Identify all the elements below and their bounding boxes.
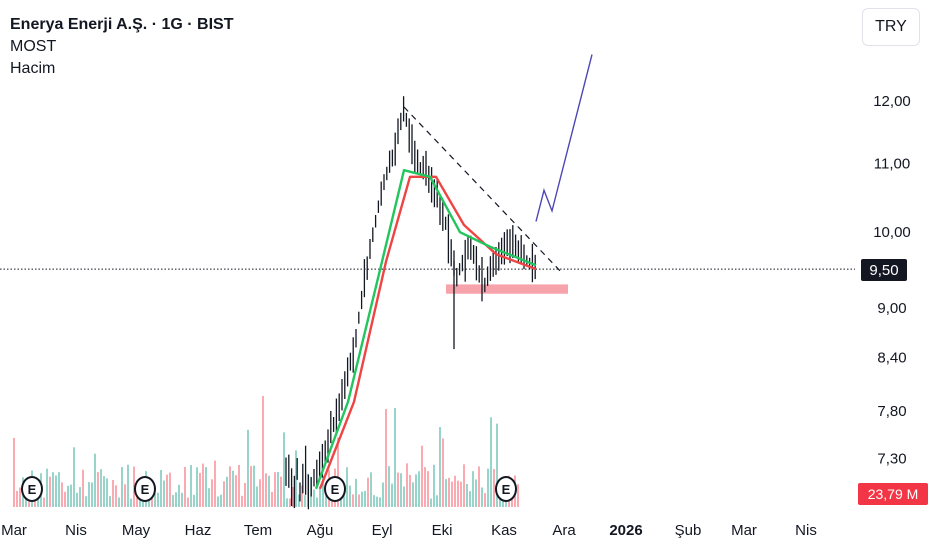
downtrend-line: [403, 106, 563, 274]
x-tick-label: Kas: [491, 522, 517, 539]
x-tick-label: Mar: [731, 522, 757, 539]
projection-path: [535, 54, 593, 222]
y-tick-label: 12,00: [873, 93, 911, 110]
y-tick-label: 7,30: [877, 451, 906, 468]
x-tick-label: Tem: [244, 522, 272, 539]
x-tick-label: Mar: [1, 522, 27, 539]
y-tick-label: 11,00: [874, 156, 910, 173]
x-tick-label: Eki: [432, 522, 453, 539]
x-tick-label: Şub: [675, 522, 702, 539]
x-tick-label: Ağu: [307, 522, 334, 539]
y-tick-label: 7,80: [877, 403, 906, 420]
currency-button[interactable]: TRY: [862, 8, 920, 46]
indicator-most-label[interactable]: MOST: [10, 38, 57, 55]
y-axis: 12,00 11,00 10,00 9,00 8,40 7,80 7,30: [873, 93, 911, 468]
symbol-title[interactable]: Enerya Enerji A.Ş. · 1G · BIST: [10, 16, 234, 33]
x-tick-label: Nis: [795, 522, 817, 539]
volume-value-tag: 23,79 M: [858, 483, 928, 505]
x-tick-label: May: [122, 522, 151, 539]
earnings-marker-icon[interactable]: E: [21, 476, 43, 502]
volume-bars: [13, 396, 519, 507]
x-tick-label: Haz: [185, 522, 212, 539]
most-ema-line: [314, 168, 537, 490]
x-tick-label: 2026: [609, 522, 642, 539]
price-candles: [285, 96, 536, 510]
earnings-marker-icon[interactable]: E: [495, 476, 517, 502]
y-tick-label: 9,00: [877, 300, 906, 317]
support-zone: [446, 284, 568, 294]
last-price-tag: 9,50: [861, 259, 907, 281]
x-tick-label: Ara: [552, 522, 576, 539]
x-tick-label: Nis: [65, 522, 87, 539]
y-tick-label: 8,40: [877, 350, 906, 367]
earnings-marker-icon[interactable]: E: [134, 476, 156, 502]
earnings-marker-icon[interactable]: E: [324, 476, 346, 502]
y-tick-label: 10,00: [873, 224, 911, 241]
indicator-volume-label[interactable]: Hacim: [10, 60, 56, 77]
chart-legend: Enerya Enerji A.Ş. · 1G · BIST MOST Haci…: [10, 14, 233, 80]
x-tick-label: Eyl: [372, 522, 393, 539]
most-stop-line: [318, 175, 537, 490]
x-axis: Mar Nis May Haz Tem Ağu Eyl Eki Kas Ara 2026 Şub Mar…: [1, 522, 817, 539]
